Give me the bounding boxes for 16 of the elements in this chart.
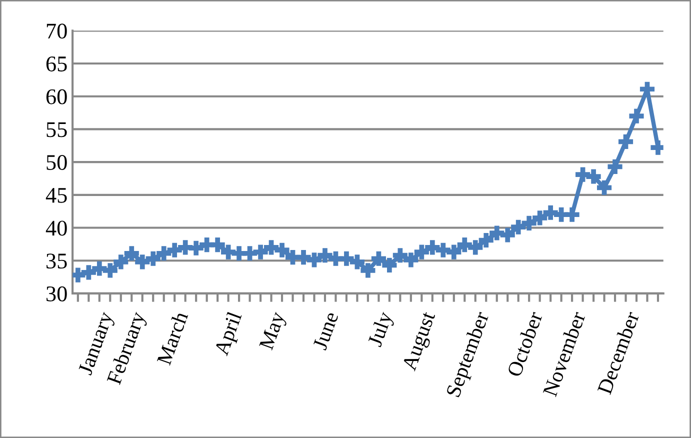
y-tick-label: 70 [46, 24, 67, 39]
y-tick-label: 55 [46, 122, 67, 138]
y-tick-label: 30 [46, 286, 67, 302]
x-tick-label: October [506, 310, 543, 378]
x-tick-label: March [156, 310, 188, 366]
y-tick-label: 50 [46, 154, 67, 170]
x-tick-label: August [402, 310, 440, 373]
x-tick-label: July [366, 310, 396, 349]
y-tick-label: 45 [46, 188, 67, 203]
y-tick-label: 60 [46, 89, 67, 104]
y-tick-label: 65 [46, 56, 67, 72]
x-tick-label: April [213, 310, 246, 358]
x-tick-label: June [312, 311, 339, 351]
x-tick-label: May [259, 310, 290, 352]
y-tick-label: 35 [46, 254, 67, 269]
y-tick-label: 40 [46, 220, 67, 236]
